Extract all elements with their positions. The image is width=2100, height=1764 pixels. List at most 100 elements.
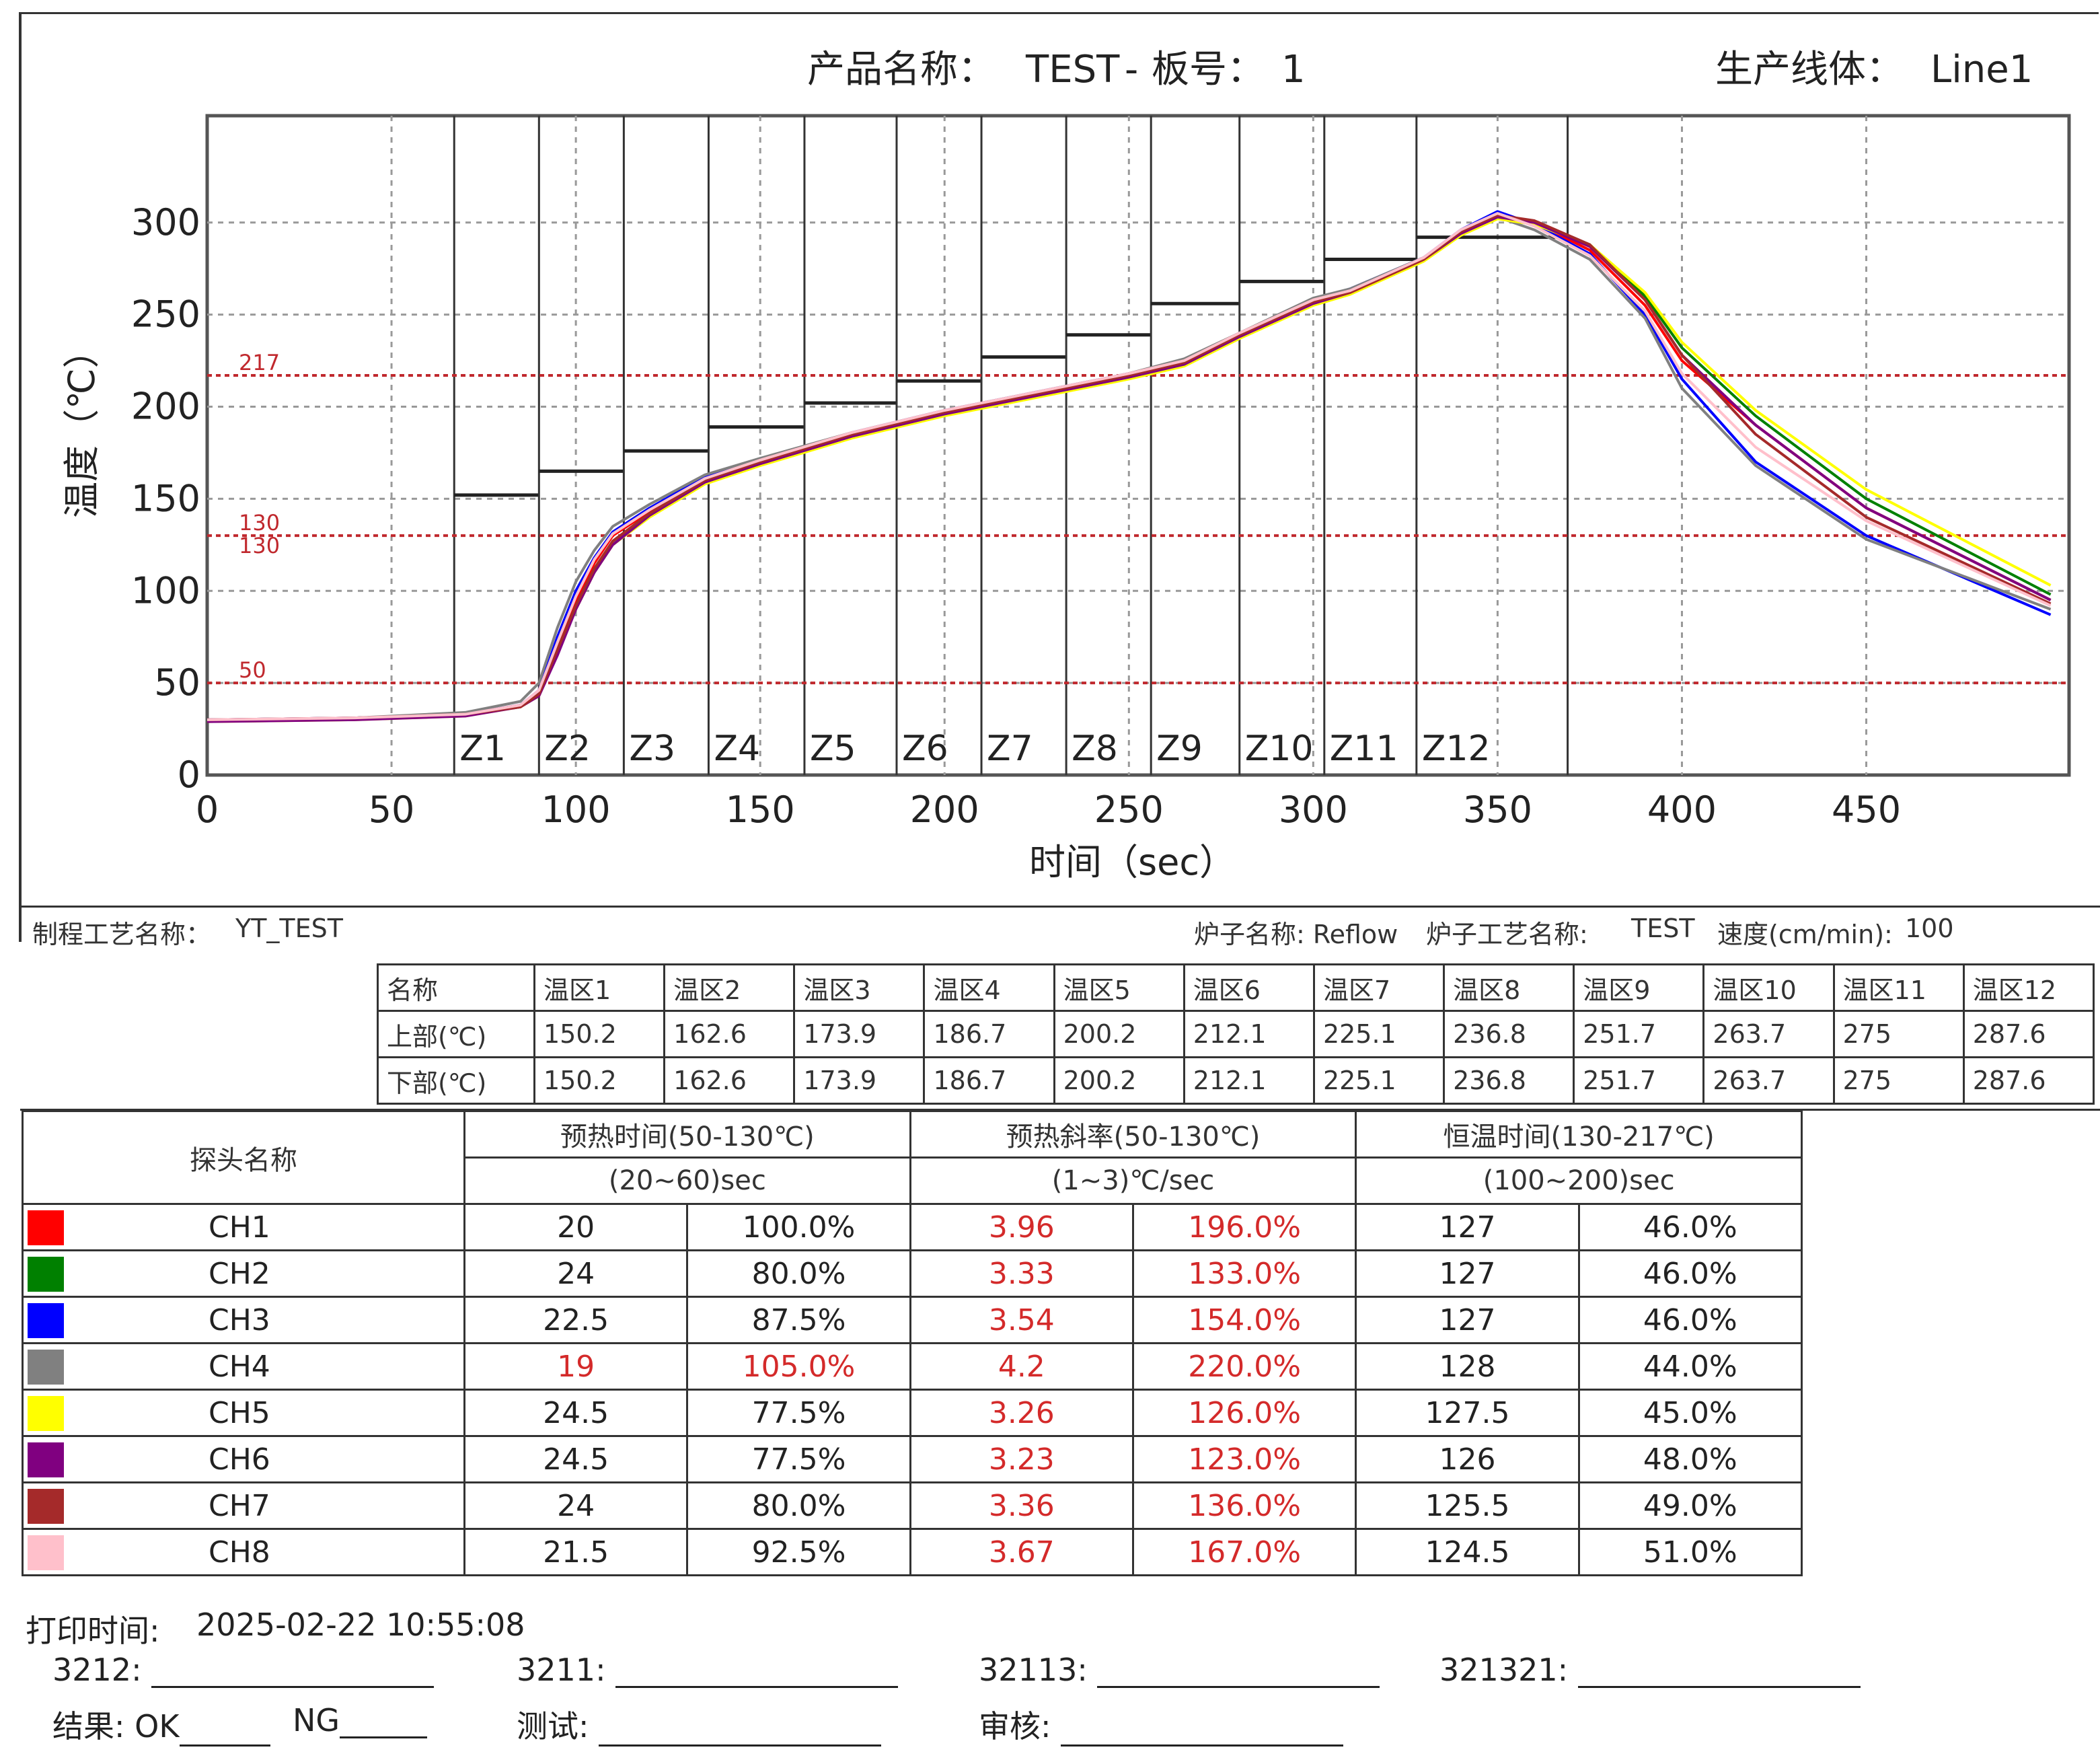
preheat-slope-header: 预热斜率(50-130℃): [909, 1110, 1357, 1159]
preheat-time-range: (20~60)sec: [463, 1156, 911, 1205]
sign-field-321321[interactable]: 321321:: [1439, 1652, 1861, 1688]
soak-pct-cell: 51.0%: [1577, 1528, 1803, 1576]
table-row: 探头名称 预热时间(50-130℃) 预热斜率(50-130℃) 恒温时间(13…: [22, 1110, 1803, 1205]
sign-label: 32113:: [979, 1652, 1088, 1688]
soak-pct-cell: 49.0%: [1577, 1481, 1803, 1530]
slope-cell: 4.2: [909, 1342, 1134, 1391]
pre-time-cell: 22.5: [463, 1296, 689, 1344]
upper-temp-cell: 186.7: [923, 1010, 1055, 1058]
pre-time-cell: 19: [463, 1342, 689, 1391]
plot-area: [205, 114, 2071, 777]
probe-name: CH2: [209, 1257, 270, 1291]
soak-pct-cell: 48.0%: [1577, 1435, 1803, 1483]
zone-header-cell: 温区10: [1702, 963, 1835, 1012]
preheat-time-header: 预热时间(50-130℃): [463, 1110, 911, 1159]
soak-cell: 125.5: [1355, 1481, 1580, 1530]
y-tick-label: 50: [154, 661, 200, 704]
section-divider: [20, 906, 2100, 908]
slope-pct-cell: 220.0%: [1131, 1342, 1357, 1391]
pre-time-cell: 24: [463, 1249, 689, 1298]
slope-pct-cell: 123.0%: [1131, 1435, 1357, 1483]
reference-label: 130: [239, 510, 280, 536]
review-field[interactable]: 审核:: [979, 1702, 1344, 1747]
sign-field-3211[interactable]: 3211:: [517, 1652, 899, 1688]
lower-temp-cell: 212.1: [1183, 1056, 1315, 1105]
x-tick-label: 250: [1094, 788, 1164, 831]
pre-time-pct-cell: 87.5%: [686, 1296, 911, 1344]
probe-color-swatch: [28, 1535, 64, 1570]
probe-color-swatch: [28, 1489, 64, 1524]
y-tick-label: 100: [131, 569, 200, 612]
pre-time-cell: 24.5: [463, 1435, 689, 1483]
header-separator: -: [1125, 48, 1138, 91]
section-divider-2: [20, 1109, 2100, 1111]
product-label: 产品名称：: [807, 48, 996, 91]
soak-cell: 127.5: [1355, 1389, 1580, 1437]
zone-header-cell: 温区12: [1962, 963, 2095, 1012]
zone-label: Z5: [810, 729, 856, 769]
soak-time-range: (100~200)sec: [1355, 1156, 1803, 1205]
print-time-value: 2025-02-22 10:55:08: [196, 1607, 525, 1643]
probe-name: CH4: [209, 1350, 270, 1384]
pre-time-pct-cell: 77.5%: [686, 1435, 911, 1483]
probe-name-cell: CH4: [22, 1342, 465, 1391]
board-value: 1: [1281, 48, 1306, 91]
test-field[interactable]: 测试:: [517, 1702, 882, 1747]
probe-name: CH5: [209, 1396, 270, 1430]
zone-header-cell: 温区9: [1573, 963, 1705, 1012]
table-row: 下部(℃) 150.2 162.6 173.9 186.7 200.2 212.1 225.…: [377, 1056, 2095, 1105]
result-ng-field[interactable]: NG: [293, 1702, 428, 1738]
x-tick-label: 0: [196, 788, 219, 831]
zone-label: Z7: [987, 729, 1033, 769]
probe-results-table: 探头名称 预热时间(50-130℃) 预热斜率(50-130℃) 恒温时间(13…: [22, 1110, 1803, 1576]
zone-label: Z8: [1072, 729, 1118, 769]
table-row: 上部(℃) 150.2 162.6 173.9 186.7 200.2 212.1 225.…: [377, 1010, 2095, 1058]
sign-field-3212[interactable]: 3212:: [52, 1652, 435, 1688]
probe-name-cell: CH6: [22, 1435, 465, 1483]
process-name-value: YT_TEST: [235, 914, 343, 943]
probe-color-swatch: [28, 1396, 64, 1431]
table-row: CH2 24 80.0% 3.33 133.0% 127 46.0%: [22, 1249, 1803, 1298]
table-row: CH3 22.5 87.5% 3.54 154.0% 127 46.0%: [22, 1296, 1803, 1344]
probe-name: CH6: [209, 1442, 270, 1477]
lower-temp-cell: 275: [1832, 1056, 1965, 1105]
table-row: CH6 24.5 77.5% 3.23 123.0% 126 48.0%: [22, 1435, 1803, 1483]
zone-label: Z3: [629, 729, 675, 769]
zone-label: Z4: [714, 729, 760, 769]
x-tick-label: 100: [541, 788, 611, 831]
slope-pct-cell: 136.0%: [1131, 1481, 1357, 1530]
upper-temp-cell: 236.8: [1443, 1010, 1575, 1058]
probe-name-cell: CH1: [22, 1203, 465, 1251]
y-tick-label: 300: [131, 201, 200, 244]
slope-cell: 3.96: [909, 1203, 1134, 1251]
table-row: CH4 19 105.0% 4.2 220.0% 128 44.0%: [22, 1342, 1803, 1391]
pre-time-cell: 20: [463, 1203, 689, 1251]
sign-field-32113[interactable]: 32113:: [979, 1652, 1380, 1688]
lower-temp-cell: 225.1: [1312, 1056, 1446, 1105]
lower-temp-cell: 236.8: [1443, 1056, 1575, 1105]
upper-temp-cell: 173.9: [793, 1010, 926, 1058]
probe-color-swatch: [28, 1257, 64, 1292]
pre-time-pct-cell: 80.0%: [686, 1481, 911, 1530]
x-tick-label: 350: [1463, 788, 1532, 831]
y-tick-label: 0: [178, 754, 200, 796]
x-tick-label: 200: [910, 788, 979, 831]
probe-name: CH8: [209, 1535, 270, 1570]
lower-temp-cell: 150.2: [533, 1056, 666, 1105]
board-label: 板号：: [1152, 48, 1265, 91]
zone-label: Z9: [1156, 729, 1203, 769]
table-row: CH8 21.5 92.5% 3.67 167.0% 124.5 51.0%: [22, 1528, 1803, 1576]
upper-label-cell: 上部(℃): [377, 1010, 535, 1058]
probe-color-swatch: [28, 1210, 64, 1245]
line-value: Line1: [1930, 48, 2033, 91]
reference-label: 217: [239, 350, 280, 375]
sign-label: 3211:: [517, 1652, 606, 1688]
lower-temp-cell: 162.6: [663, 1056, 796, 1105]
lower-temp-cell: 263.7: [1702, 1056, 1835, 1105]
table-row: (20~60)sec (1~3)℃/sec (100~200)sec: [23, 1156, 1803, 1205]
slope-cell: 3.54: [909, 1296, 1134, 1344]
sign-label: 3212:: [52, 1652, 142, 1688]
slope-pct-cell: 196.0%: [1131, 1203, 1357, 1251]
slope-cell: 3.67: [909, 1528, 1134, 1576]
result-ok-field[interactable]: 结果: OK: [52, 1702, 270, 1747]
